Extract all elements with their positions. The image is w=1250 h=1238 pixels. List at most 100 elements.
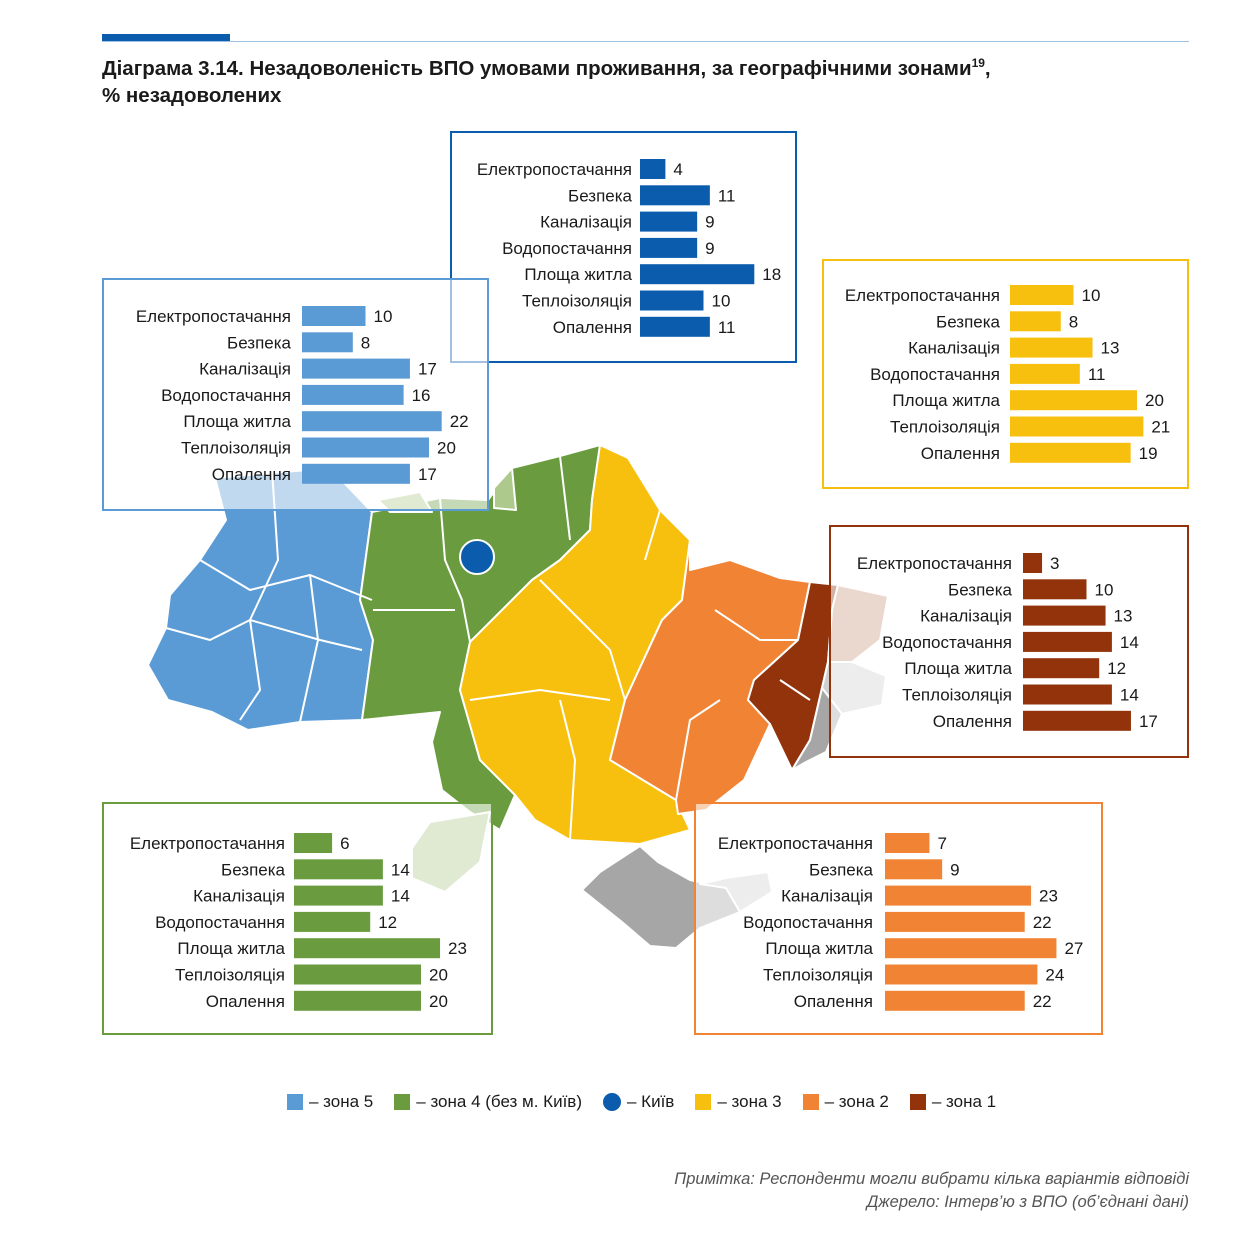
value-label: 14 (1120, 633, 1139, 652)
category-label: Опалення (933, 712, 1012, 731)
category-label: Опалення (206, 992, 285, 1011)
category-label: Каналізація (920, 607, 1012, 626)
bar-heating (302, 463, 410, 484)
legend-label: – зона 1 (931, 1092, 997, 1111)
value-label: 9 (705, 213, 714, 232)
value-label: 13 (1101, 339, 1120, 358)
bar-security (640, 185, 710, 206)
category-label: Безпека (568, 186, 633, 205)
value-label: 12 (1107, 659, 1126, 678)
bar-security (302, 332, 353, 353)
bar-chart: Електропостачання 3 Безпека 10 Каналізація 13… (857, 553, 1158, 731)
category-label: Безпека (948, 580, 1013, 599)
value-label: 11 (1088, 365, 1106, 384)
bar-chart: Електропостачання 7 Безпека 9 Каналізація 23 В… (718, 833, 1083, 1011)
category-label: Опалення (794, 992, 873, 1011)
category-label: Безпека (809, 860, 874, 879)
chart-subtitle: % незадоволених (102, 83, 282, 107)
bar-electricity (294, 833, 333, 853)
category-label: Каналізація (781, 887, 873, 906)
category-label: Площа житла (524, 265, 632, 284)
category-label: Площа житла (904, 659, 1012, 678)
bar-insulation (640, 290, 704, 311)
category-label: Площа житла (183, 412, 291, 431)
value-label: 20 (429, 966, 448, 985)
bar-sewerage (1023, 605, 1106, 626)
value-label: 27 (1064, 939, 1083, 958)
value-label: 14 (391, 860, 410, 879)
bar-electricity (1023, 553, 1043, 573)
bar-water (1010, 363, 1080, 384)
bar-sewerage (294, 885, 383, 906)
value-label: 22 (1033, 992, 1052, 1011)
panel-zone1: Електропостачання 3 Безпека 10 Каналізація 13… (829, 525, 1189, 758)
category-label: Опалення (212, 465, 291, 484)
category-label: Водопостачання (870, 365, 1000, 384)
bar-water (294, 911, 371, 932)
panel-zone4: Електропостачання 6 Безпека 14 Каналізація 14… (102, 802, 493, 1035)
bar-living-area (294, 938, 441, 959)
bar-chart: Електропостачання 4 Безпека 11 Каналізація 9 В… (477, 159, 781, 337)
category-label: Безпека (221, 860, 286, 879)
bar-security (885, 859, 943, 880)
value-label: 11 (718, 186, 736, 205)
category-label: Безпека (936, 312, 1001, 331)
bar-sewerage (885, 885, 1032, 906)
category-label: Водопостачання (882, 633, 1012, 652)
legend-item-zone5: – зона 5 (287, 1092, 373, 1112)
bar-security (1023, 579, 1087, 600)
value-label: 6 (340, 834, 349, 853)
legend-label: – зона 3 (717, 1092, 782, 1111)
value-label: 22 (1033, 913, 1052, 932)
map-north-patch (493, 467, 517, 511)
bar-sewerage (640, 211, 698, 232)
chart-title-tail: , (984, 56, 991, 80)
legend-swatch (695, 1094, 712, 1110)
bar-insulation (294, 964, 421, 985)
bar-chart: Електропостачання 10 Безпека 8 Каналізація 17… (136, 306, 469, 484)
legend-item-zone3: – зона 3 (695, 1092, 782, 1112)
category-label: Електропостачання (857, 554, 1012, 573)
bar-living-area (302, 411, 442, 432)
bar-water (1023, 631, 1112, 652)
value-label: 9 (950, 860, 959, 879)
category-label: Теплоізоляція (181, 439, 291, 458)
category-label: Водопостачання (743, 913, 873, 932)
footnote-note: Примітка: Респонденти могли вибрати кіль… (674, 1170, 1189, 1188)
category-label: Каналізація (193, 887, 285, 906)
value-label: 17 (1139, 712, 1158, 731)
bar-heating (294, 990, 421, 1011)
value-label: 14 (1120, 686, 1139, 705)
value-label: 10 (1095, 580, 1114, 599)
bar-living-area (885, 938, 1057, 959)
footnote-source: Джерело: Інтерв’ю з ВПО (об’єднані дані) (866, 1193, 1189, 1211)
category-label: Каналізація (540, 213, 632, 232)
chart-title: Діаграма 3.14. Незадоволеність ВПО умова… (102, 50, 1202, 109)
value-label: 23 (448, 939, 467, 958)
category-label: Каналізація (908, 339, 1000, 358)
value-label: 9 (705, 239, 714, 258)
bar-insulation (302, 437, 429, 458)
value-label: 24 (1045, 966, 1064, 985)
map-kyiv-marker (459, 539, 495, 575)
bar-insulation (1010, 416, 1144, 437)
value-label: 21 (1151, 418, 1170, 437)
value-label: 4 (673, 160, 682, 179)
value-label: 8 (361, 333, 370, 352)
value-label: 14 (391, 887, 410, 906)
legend-label: – зона 5 (309, 1092, 374, 1111)
bar-water (885, 911, 1025, 932)
value-label: 17 (418, 465, 437, 484)
bar-living-area (1023, 658, 1100, 679)
legend-swatch (909, 1094, 926, 1110)
category-label: Теплоізоляція (175, 966, 285, 985)
bar-heating (640, 316, 710, 337)
value-label: 3 (1050, 554, 1059, 573)
category-label: Теплоізоляція (522, 292, 632, 311)
panel-zone5: Електропостачання 10 Безпека 8 Каналізація 17… (102, 278, 489, 511)
bar-sewerage (1010, 337, 1093, 358)
bar-living-area (1010, 390, 1137, 411)
category-label: Опалення (553, 318, 632, 337)
category-label: Безпека (227, 333, 292, 352)
bar-electricity (302, 306, 366, 326)
